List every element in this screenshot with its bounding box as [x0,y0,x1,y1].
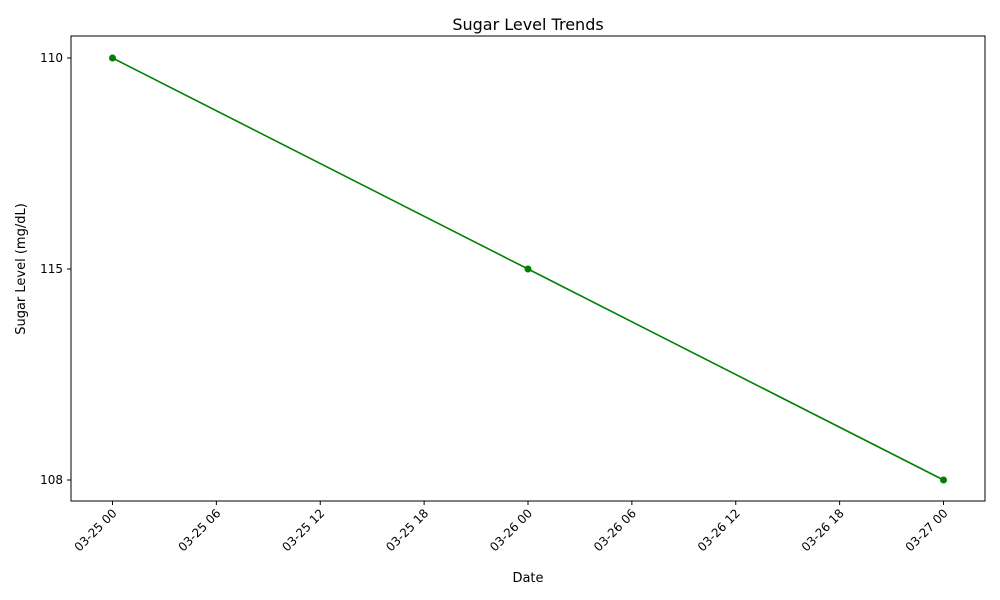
series-points [109,54,947,484]
data-point [524,265,532,273]
y-axis-ticks: 110 115 108 [40,51,71,487]
y-tick-label: 108 [40,473,63,487]
x-axis-label: Date [512,571,543,586]
chart-title: Sugar Level Trends [452,15,603,34]
data-point [109,54,116,62]
plot-frame [70,35,986,502]
y-tick-label: 115 [40,262,63,276]
y-axis-label: Sugar Level (mg/dL) [14,203,29,335]
y-tick-label: 110 [40,51,63,65]
data-point [940,476,947,484]
